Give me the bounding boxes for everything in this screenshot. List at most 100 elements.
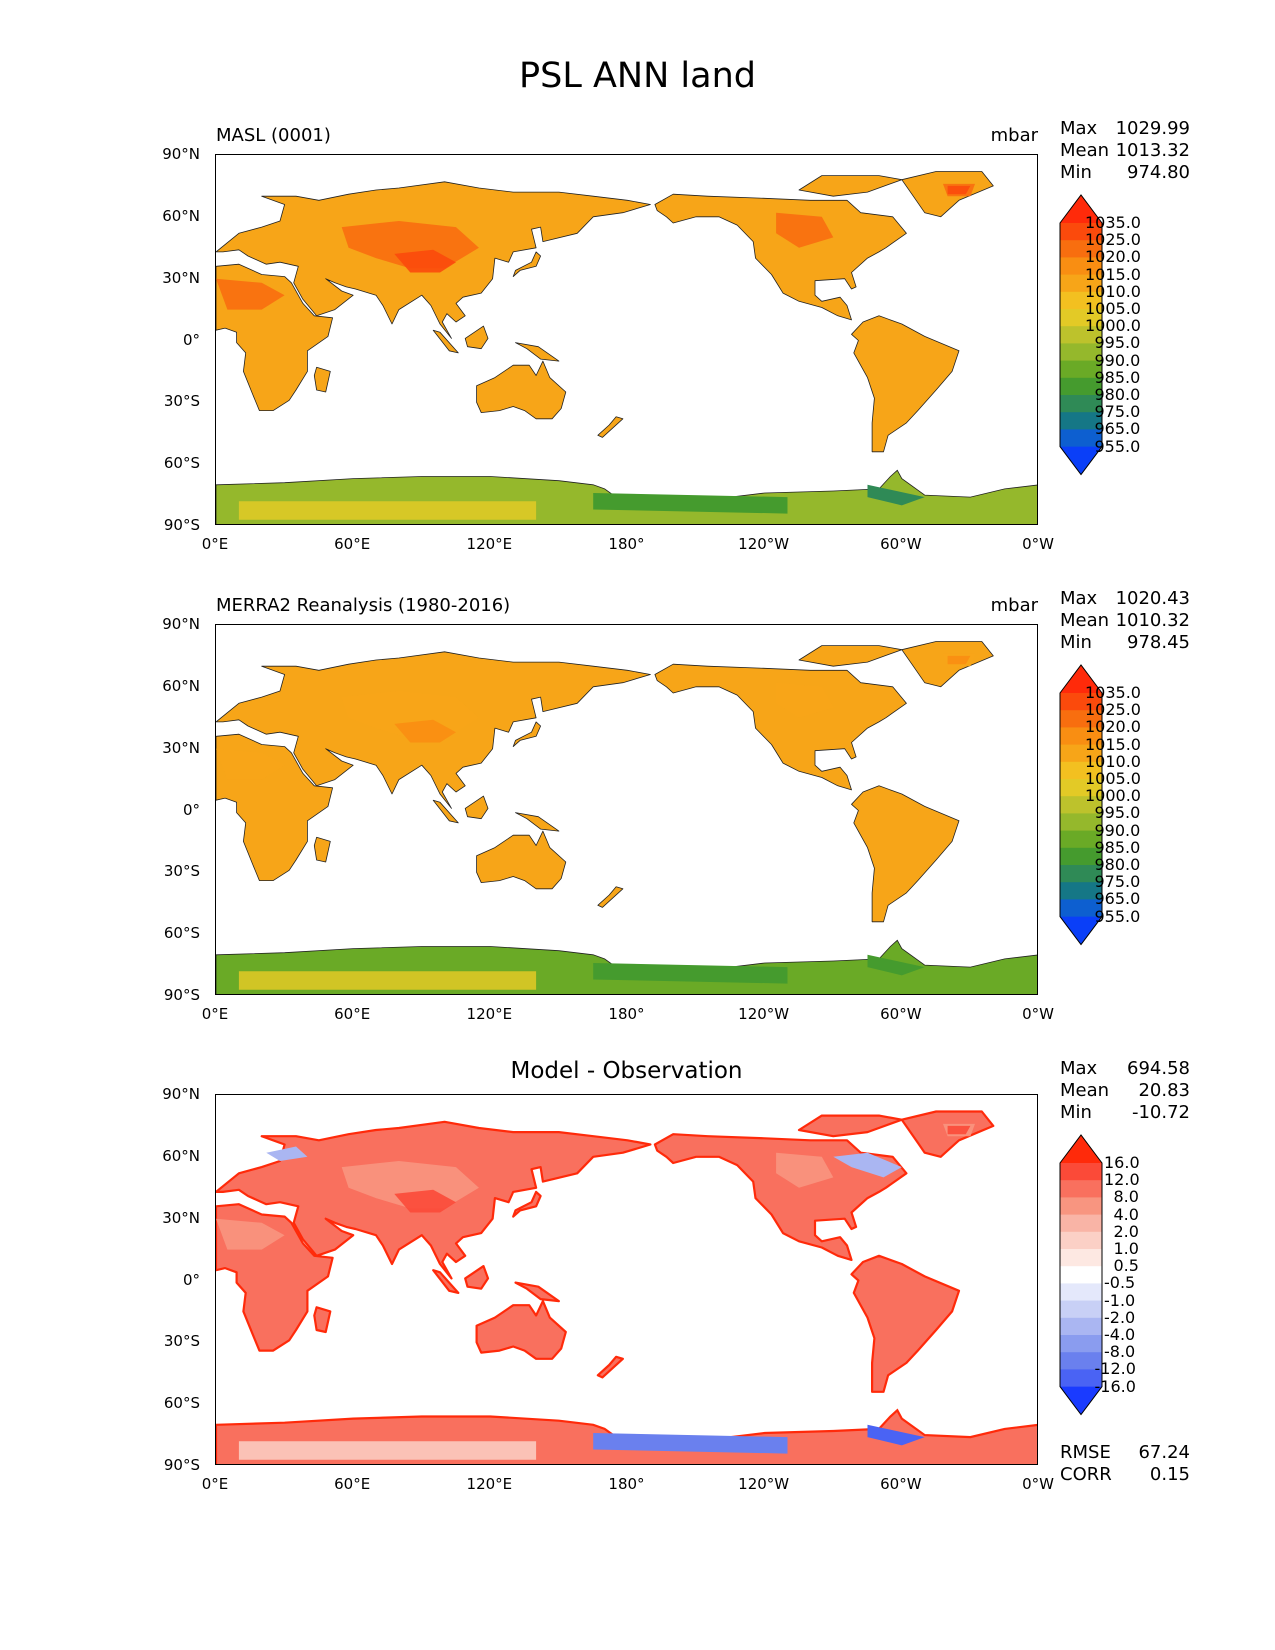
stat-mean: 1010.32 [1115, 610, 1190, 631]
colorbar-segment [1060, 813, 1102, 832]
stat-max-label: Max [1060, 1058, 1098, 1079]
colorbar-segment [1060, 429, 1102, 448]
colorbar-tick-label: 985.0 [1094, 367, 1141, 387]
colorbar-tick-label: 995.0 [1094, 333, 1141, 353]
colorbar-segment [1060, 779, 1102, 797]
landmass-northAmerica [654, 663, 907, 791]
page-title: PSL ANN land [519, 56, 756, 96]
lon-tick-label: 60°W [880, 535, 922, 553]
colorbar-tick-label: 1000.0 [1085, 316, 1141, 336]
error-stats: RMSE 67.24 CORR 0.15 [1060, 1442, 1190, 1486]
landmass-newguinea [515, 342, 560, 362]
stat-max: 1029.99 [1115, 118, 1190, 139]
field-region-na [776, 682, 834, 718]
colorbar [1059, 664, 1104, 946]
colorbar-extend-max [1060, 1135, 1102, 1163]
colorbar-tick-label: -0.5 [1104, 1273, 1136, 1293]
lon-tick-label: 0°E [201, 1005, 229, 1023]
colorbar-segment [1060, 1369, 1102, 1388]
colorbar-segment [1060, 1231, 1102, 1250]
panel-title-left: MERRA2 Reanalysis (1980-2016) [216, 595, 511, 616]
map-frame [215, 154, 1038, 525]
stat-max: 694.58 [1127, 1058, 1190, 1079]
colorbar-segment [1060, 865, 1102, 883]
colorbar-extend-min [1060, 916, 1102, 945]
panel-difference: Model - Observation 90°N 60°N 30°N 0° 30°S 60… [0, 940, 1275, 1493]
field-antarctic-plateau [238, 501, 537, 520]
colorbar-tick-label: 8.0 [1113, 1187, 1139, 1207]
rmse-label: RMSE [1060, 1442, 1111, 1463]
field-antarctic-plateau [238, 971, 537, 990]
landmass-northAmerica [653, 1133, 908, 1261]
field-ross-region [593, 1433, 788, 1454]
lon-tick-label: 0°W [1022, 1475, 1054, 1493]
stat-mean: 20.83 [1138, 1080, 1190, 1101]
map-canvas [216, 641, 1037, 994]
colorbar-segment [1060, 1335, 1102, 1353]
colorbar-tick-label: 1005.0 [1085, 769, 1141, 788]
lat-tick-label: 60°N [162, 206, 200, 225]
stat-max-label: Max [1060, 118, 1098, 139]
colorbar-segment [1060, 274, 1102, 293]
colorbar-segment [1060, 727, 1102, 746]
colorbar-segment [1060, 693, 1102, 711]
colorbar-extend-max [1060, 195, 1102, 223]
landmass-australia [475, 1300, 567, 1360]
landmass-japan [512, 1190, 542, 1218]
panel-units: mbar [990, 125, 1038, 146]
colorbar-tick-label: 12.0 [1104, 1170, 1140, 1190]
colorbar-tick-label: 980.0 [1094, 385, 1141, 404]
colorbar [1059, 1134, 1104, 1416]
field-antarctic-plateau [238, 1441, 537, 1460]
field-high-tibet [394, 249, 456, 273]
field-ross-region [593, 963, 788, 984]
colorbar-tick-label: 1010.0 [1085, 751, 1141, 771]
stat-min: 978.45 [1127, 632, 1190, 653]
colorbar-segment [1060, 326, 1102, 344]
field-high-green [947, 655, 971, 665]
colorbar-tick-label: 1000.0 [1085, 786, 1141, 806]
colorbar-tick-label: 2.0 [1113, 1221, 1139, 1241]
rmse-value: 67.24 [1138, 1442, 1190, 1463]
colorbar-tick-label: 990.0 [1094, 350, 1141, 370]
lon-tick-label: 120°W [738, 1475, 790, 1493]
colorbar-tick-label: 995.0 [1094, 803, 1141, 823]
colorbar-tick-label: 4.0 [1113, 1204, 1139, 1224]
field-high-green [947, 1125, 971, 1135]
colorbar-tick-label: 980.0 [1094, 855, 1141, 874]
colorbar-segment [1060, 309, 1102, 327]
landmass-southAmerica [850, 1254, 961, 1393]
landmass-madagascar [313, 836, 331, 863]
colorbar-segment [1060, 744, 1102, 763]
colorbar-extend-max [1060, 665, 1102, 693]
stats-box: Max 694.58 Mean 20.83 Min -10.72 [1060, 1058, 1190, 1124]
landmass-newzealand [597, 886, 624, 908]
colorbar-segment [1060, 830, 1102, 849]
colorbar-tick-label: 1025.0 [1085, 230, 1141, 250]
colorbar-segment [1060, 1214, 1102, 1233]
colorbar-tick-label: 16.0 [1104, 1153, 1140, 1172]
field-weddell-region [867, 1424, 925, 1446]
map-canvas [216, 1110, 1037, 1464]
stat-min-label: Min [1060, 1102, 1092, 1123]
lon-tick-label: 180° [608, 1005, 645, 1023]
landmass-arcticIslands [798, 175, 903, 197]
landmass-arcticIslands [797, 1114, 903, 1138]
landmass-arcticIslands [798, 645, 903, 667]
landmass-sumatra [432, 1269, 460, 1294]
field-weddell-region [867, 954, 925, 976]
colorbar-tick-label: -1.0 [1104, 1290, 1136, 1310]
landmass-borneo [464, 1265, 490, 1290]
colorbar-segment [1060, 796, 1102, 814]
landmass-australia [476, 830, 567, 890]
stat-min-label: Min [1060, 632, 1092, 653]
field-high-green [947, 185, 971, 195]
landmass-southAmerica [851, 785, 960, 923]
corr-label: CORR [1060, 1464, 1112, 1485]
lat-tick-label: 30°S [163, 392, 200, 411]
stat-min: 974.80 [1127, 162, 1190, 183]
colorbar-tick-label: -16.0 [1094, 1376, 1136, 1396]
colorbar-outline [1059, 194, 1103, 476]
map-frame [215, 1094, 1038, 1465]
colorbar-segment [1060, 761, 1102, 780]
